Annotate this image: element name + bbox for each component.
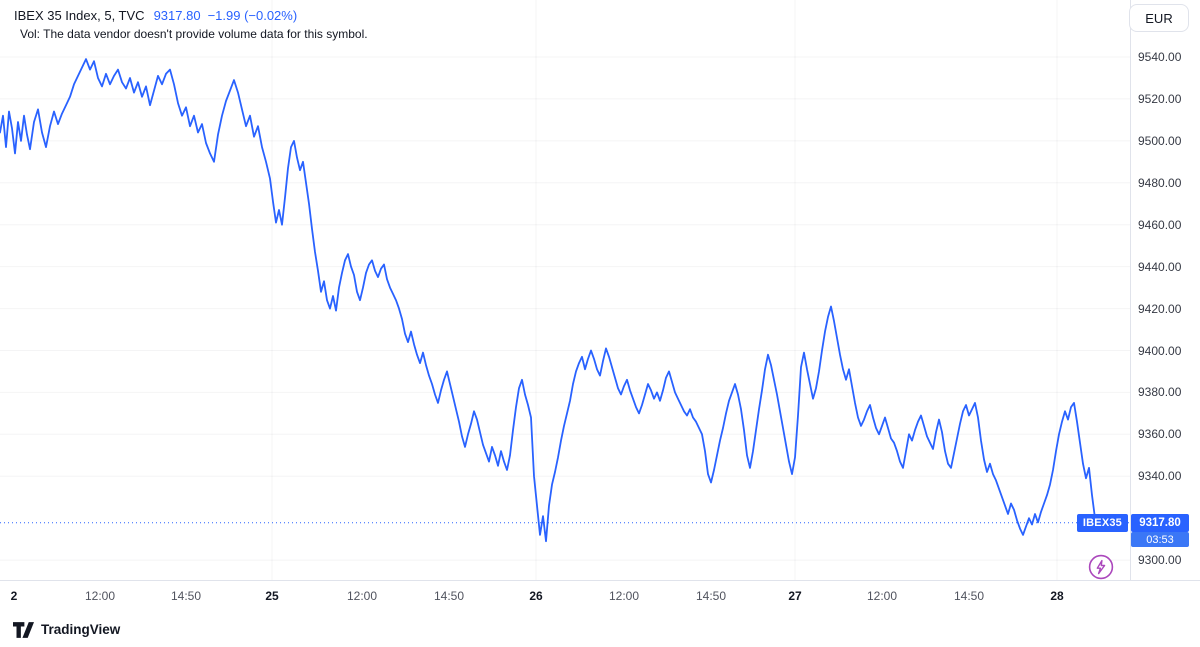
symbol-title[interactable]: IBEX 35 Index, 5, TVC bbox=[14, 8, 145, 23]
symbol-badge-label: IBEX35 bbox=[1082, 517, 1122, 529]
price-tick-label: 9360.00 bbox=[1138, 427, 1182, 442]
symbol-price-badge: IBEX35 bbox=[1076, 514, 1128, 532]
price-tick-label: 9420.00 bbox=[1138, 301, 1182, 316]
price-tick-label: 9540.00 bbox=[1138, 50, 1182, 64]
time-tick-label: 28 bbox=[1050, 589, 1064, 603]
time-tick-label: 12:00 bbox=[608, 589, 640, 603]
time-tick-label: 14:50 bbox=[170, 589, 202, 603]
time-tick-label: 14:50 bbox=[695, 589, 727, 603]
tradingview-logo[interactable]: TradingView bbox=[13, 621, 121, 638]
lightning-icon-button[interactable] bbox=[1087, 553, 1115, 581]
price-tick-label: 9520.00 bbox=[1138, 91, 1182, 106]
price-line-series bbox=[0, 58, 1098, 543]
currency-button[interactable]: EUR bbox=[1129, 4, 1189, 32]
time-tick-label: 14:50 bbox=[433, 589, 465, 603]
chart-legend: IBEX 35 Index, 5, TVC 9317.80 −1.99 (−0.… bbox=[14, 8, 368, 41]
time-tick-label: 14:50 bbox=[953, 589, 985, 603]
last-price-badge: 9317.80 bbox=[1131, 514, 1189, 532]
price-chart[interactable] bbox=[0, 0, 1130, 580]
countdown-badge: 03:53 bbox=[1131, 532, 1189, 547]
price-tick-label: 9460.00 bbox=[1138, 217, 1182, 232]
tradingview-logo-icon bbox=[13, 621, 34, 638]
footer-bar: TradingView bbox=[0, 612, 1200, 647]
time-tick-label: 26 bbox=[529, 589, 543, 603]
price-tick-label: 9500.00 bbox=[1138, 133, 1182, 148]
price-tick-label: 9300.00 bbox=[1138, 553, 1182, 568]
time-tick-label: 25 bbox=[265, 589, 279, 603]
price-tick-label: 9400.00 bbox=[1138, 343, 1182, 358]
time-tick-label: 27 bbox=[788, 589, 802, 603]
price-tick-label: 9440.00 bbox=[1138, 259, 1182, 274]
last-price-badge-value: 9317.80 bbox=[1139, 517, 1181, 529]
countdown-value: 03:53 bbox=[1146, 533, 1174, 546]
price-tick-label: 9480.00 bbox=[1138, 175, 1182, 190]
plot-area[interactable] bbox=[0, 0, 1130, 580]
time-tick-label: 12:00 bbox=[84, 589, 116, 603]
price-tick-label: 9380.00 bbox=[1138, 385, 1182, 400]
time-tick-label: 2 bbox=[10, 589, 18, 603]
tradingview-wordmark: TradingView bbox=[41, 622, 121, 637]
price-change: −1.99 (−0.02%) bbox=[207, 8, 298, 23]
price-tick-label: 9340.00 bbox=[1138, 469, 1182, 484]
lightning-icon bbox=[1088, 554, 1114, 580]
currency-button-label: EUR bbox=[1145, 10, 1173, 26]
price-axis[interactable]: 9540.00 9520.00 9500.00 9480.00 9460.00 9440.… bbox=[1130, 0, 1200, 580]
time-axis[interactable]: 2 12:00 14:50 25 12:00 14:50 26 12:00 14:50 27 12:… bbox=[0, 580, 1200, 612]
time-tick-label: 12:00 bbox=[866, 589, 898, 603]
volume-note: Vol: The data vendor doesn't provide vol… bbox=[20, 27, 368, 41]
time-tick-label: 12:00 bbox=[346, 589, 378, 603]
legend-values: 9317.80 −1.99 (−0.02%) bbox=[154, 8, 298, 23]
last-price: 9317.80 bbox=[153, 8, 201, 23]
